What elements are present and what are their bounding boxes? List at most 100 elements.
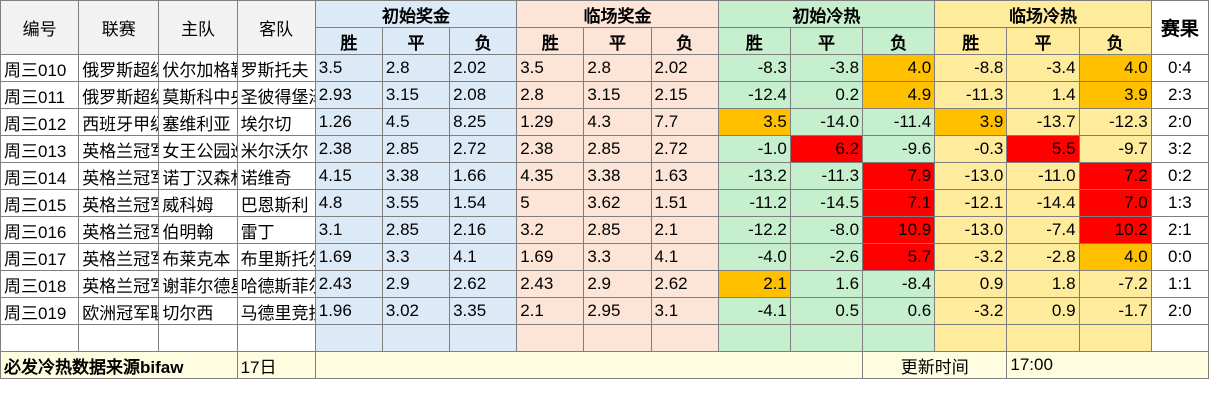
cell-closing-heat-win[interactable]: 3.9 [934,108,1008,136]
cell-closing-heat-lose[interactable]: -7.2 [1078,270,1152,298]
cell-league[interactable]: 欧洲冠军联赛 [78,297,160,325]
cell-closing-odds-win[interactable]: 2.43 [516,270,585,298]
cell-closing-heat-win[interactable]: -13.0 [934,216,1008,244]
cell-closing-heat-draw[interactable]: 1.8 [1006,270,1080,298]
cell-result[interactable]: 0:2 [1150,162,1209,190]
cell-initial-heat-draw[interactable]: -3.8 [789,54,864,82]
cell-initial-heat-draw[interactable]: -11.3 [789,162,864,190]
cell-closing-heat-draw[interactable]: 5.5 [1006,135,1080,163]
cell-away[interactable]: 圣彼得堡泽尼特 [236,81,316,109]
cell-home[interactable]: 女王公园巡游者 [158,135,238,163]
cell-closing-odds-win[interactable]: 2.38 [516,135,585,163]
cell-initial-heat-win[interactable]: -1.0 [717,135,791,163]
cell-initial-odds-draw[interactable]: 3.3 [381,243,451,271]
empty-cell[interactable] [789,324,864,352]
cell-initial-heat-lose[interactable]: 4.9 [862,81,936,109]
cell-away[interactable]: 马德里竞技 [236,297,316,325]
cell-closing-odds-draw[interactable]: 2.8 [583,54,652,82]
cell-closing-odds-win[interactable]: 2.1 [516,297,585,325]
cell-closing-heat-win[interactable]: -3.2 [934,243,1008,271]
cell-initial-odds-win[interactable]: 1.69 [314,243,383,271]
cell-result[interactable]: 2:3 [1150,81,1209,109]
cell-closing-odds-lose[interactable]: 2.15 [650,81,719,109]
sub-cheat-win[interactable]: 胜 [934,27,1008,55]
cell-closing-odds-lose[interactable]: 4.1 [650,243,719,271]
cell-home[interactable]: 伏尔加格勒 [158,54,238,82]
cell-initial-heat-draw[interactable]: 1.6 [789,270,864,298]
empty-cell[interactable] [583,324,652,352]
cell-initial-odds-lose[interactable]: 8.25 [449,108,518,136]
cell-initial-heat-draw[interactable]: -8.0 [789,216,864,244]
header-id[interactable]: 编号 [0,0,80,55]
sub-closing-lose[interactable]: 负 [650,27,719,55]
cell-initial-heat-lose[interactable]: -8.4 [862,270,936,298]
cell-id[interactable]: 周三016 [0,216,80,244]
sub-initial-win[interactable]: 胜 [314,27,383,55]
cell-closing-odds-lose[interactable]: 1.63 [650,162,719,190]
cell-closing-odds-lose[interactable]: 2.62 [650,270,719,298]
sub-iheat-draw[interactable]: 平 [789,27,864,55]
cell-initial-heat-win[interactable]: -13.2 [717,162,791,190]
cell-closing-heat-draw[interactable]: -3.4 [1006,54,1080,82]
cell-initial-heat-lose[interactable]: 7.1 [862,189,936,217]
cell-closing-odds-win[interactable]: 3.5 [516,54,585,82]
cell-initial-heat-win[interactable]: -12.4 [717,81,791,109]
cell-initial-heat-lose[interactable]: 0.6 [862,297,936,325]
cell-result[interactable]: 3:2 [1150,135,1209,163]
cell-closing-heat-win[interactable]: -12.1 [934,189,1008,217]
cell-initial-odds-draw[interactable]: 2.85 [381,135,451,163]
cell-league[interactable]: 英格兰冠军联赛 [78,162,160,190]
cell-initial-odds-win[interactable]: 2.43 [314,270,383,298]
header-league[interactable]: 联赛 [78,0,160,55]
cell-closing-heat-win[interactable]: -3.2 [934,297,1008,325]
header-home[interactable]: 主队 [158,0,238,55]
header-initial-heat[interactable]: 初始冷热 [717,0,936,28]
cell-initial-heat-win[interactable]: -11.2 [717,189,791,217]
cell-initial-odds-win[interactable]: 2.38 [314,135,383,163]
cell-closing-odds-lose[interactable]: 2.1 [650,216,719,244]
empty-cell[interactable] [314,324,383,352]
cell-initial-odds-win[interactable]: 4.8 [314,189,383,217]
cell-away[interactable]: 巴恩斯利 [236,189,316,217]
cell-closing-odds-draw[interactable]: 2.95 [583,297,652,325]
cell-closing-heat-lose[interactable]: -9.7 [1078,135,1152,163]
cell-closing-odds-lose[interactable]: 1.51 [650,189,719,217]
cell-home[interactable]: 布莱克本 [158,243,238,271]
cell-initial-odds-lose[interactable]: 2.16 [449,216,518,244]
cell-initial-odds-win[interactable]: 3.1 [314,216,383,244]
empty-cell[interactable] [516,324,585,352]
cell-id[interactable]: 周三019 [0,297,80,325]
cell-result[interactable]: 2:1 [1150,216,1209,244]
cell-result[interactable]: 2:0 [1150,108,1209,136]
cell-id[interactable]: 周三015 [0,189,80,217]
cell-id[interactable]: 周三018 [0,270,80,298]
cell-initial-odds-lose[interactable]: 2.08 [449,81,518,109]
cell-initial-odds-lose[interactable]: 3.35 [449,297,518,325]
cell-closing-odds-win[interactable]: 2.8 [516,81,585,109]
cell-home[interactable]: 莫斯科中央陆军 [158,81,238,109]
cell-away[interactable]: 布里斯托尔城 [236,243,316,271]
cell-closing-heat-lose[interactable]: 7.2 [1078,162,1152,190]
cell-closing-heat-draw[interactable]: 1.4 [1006,81,1080,109]
footer-update-label[interactable]: 更新时间 [862,351,1008,379]
cell-home[interactable]: 谢菲尔德星期三 [158,270,238,298]
footer-source-label[interactable]: 必发冷热数据来源bifaw [0,351,238,379]
cell-id[interactable]: 周三012 [0,108,80,136]
cell-closing-heat-draw[interactable]: -14.4 [1006,189,1080,217]
footer-date[interactable]: 17日 [236,351,316,379]
cell-result[interactable]: 1:1 [1150,270,1209,298]
cell-away[interactable]: 雷丁 [236,216,316,244]
sub-iheat-win[interactable]: 胜 [717,27,791,55]
cell-initial-odds-lose[interactable]: 1.54 [449,189,518,217]
cell-home[interactable]: 诺丁汉森林 [158,162,238,190]
cell-home[interactable]: 切尔西 [158,297,238,325]
cell-id[interactable]: 周三013 [0,135,80,163]
cell-closing-odds-win[interactable]: 5 [516,189,585,217]
cell-away[interactable]: 诺维奇 [236,162,316,190]
footer-blank[interactable] [314,351,864,379]
sub-iheat-lose[interactable]: 负 [862,27,936,55]
cell-away[interactable]: 罗斯托夫 [236,54,316,82]
cell-closing-odds-win[interactable]: 1.29 [516,108,585,136]
cell-initial-odds-win[interactable]: 1.26 [314,108,383,136]
cell-result[interactable]: 0:0 [1150,243,1209,271]
